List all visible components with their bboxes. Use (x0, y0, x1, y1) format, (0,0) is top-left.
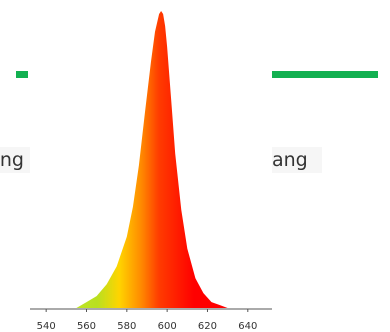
green-accent-bar-left (16, 71, 28, 78)
overlay-text-right-label: ang (272, 149, 308, 171)
x-tick-label-560: 560 (77, 321, 96, 332)
x-tick-label-640: 640 (238, 321, 257, 332)
spectrum-area (76, 11, 228, 308)
x-tick-label-620: 620 (198, 321, 217, 332)
x-tick-label-540: 540 (37, 321, 56, 332)
overlay-text-left-label: ng (0, 149, 24, 171)
overlay-text-right: ang (272, 147, 322, 173)
overlay-text-left: ng (0, 147, 30, 173)
x-tick-label-580: 580 (117, 321, 136, 332)
x-tick-label-600: 600 (158, 321, 177, 332)
green-accent-bar-right (272, 71, 378, 78)
